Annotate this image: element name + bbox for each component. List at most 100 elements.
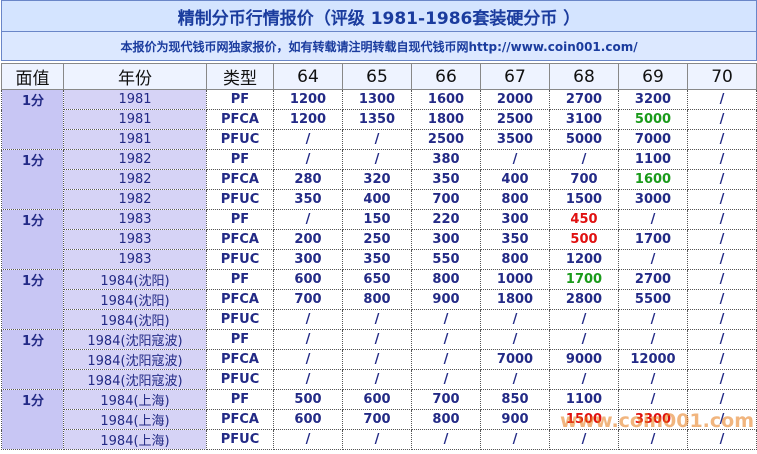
price: /: [618, 209, 688, 230]
type: PFCA: [206, 349, 274, 370]
price: 1600: [618, 169, 688, 190]
watermark: www.coin001.com: [560, 410, 755, 432]
price: 500: [273, 389, 343, 410]
row: 1984(上海) PFCA 600 700 800 900 1500 3300/: [2, 409, 757, 430]
price: 2800: [549, 289, 619, 310]
price: 1100: [549, 389, 619, 410]
price: 1700: [618, 229, 688, 250]
price: 2000: [480, 89, 550, 110]
price: 350: [342, 249, 412, 270]
price: /: [686, 289, 757, 310]
price: 250: [342, 229, 412, 250]
price: /: [549, 329, 619, 350]
row: 1981 PFCA 1200 1350 1800 2500 3100 5000/: [2, 109, 757, 130]
type: PFUC: [206, 369, 274, 390]
price: 700: [411, 389, 481, 410]
row: 1分 1984(沈阳寇波) PF / / / / / / /: [1, 329, 757, 390]
price: 3300: [618, 409, 688, 430]
year: 1983: [63, 209, 207, 230]
type: PFUC: [206, 309, 274, 330]
price: 300: [273, 249, 343, 270]
price: /: [273, 349, 343, 370]
price: /: [549, 369, 619, 390]
price: /: [411, 349, 481, 370]
year: 1982: [63, 169, 207, 190]
price: 5000: [618, 109, 688, 130]
price: 400: [342, 189, 412, 210]
price: 600: [273, 269, 343, 290]
price: 1600: [411, 89, 481, 110]
year: 1984(上海): [63, 389, 207, 410]
row: 1982 PFCA 280 320 350 400 700 1600/: [2, 169, 757, 190]
year: 1984(沈阳寇波): [63, 369, 207, 390]
price: /: [618, 389, 688, 410]
row: 1982 PFUC 350 400 700 800 1500 3000/: [2, 189, 757, 210]
price: 350: [480, 229, 550, 250]
year: 1983: [63, 249, 207, 270]
price: 800: [342, 289, 412, 310]
price: 650: [342, 269, 412, 290]
price: 2700: [549, 89, 619, 110]
row: 1984(沈阳) PFUC / / / / / / /: [2, 309, 757, 330]
price: /: [549, 429, 619, 450]
price: /: [686, 269, 757, 290]
price: /: [618, 429, 688, 450]
type: PFCA: [206, 109, 274, 130]
price: 5500: [618, 289, 688, 310]
row: 1981 PFUC //2500 3500 5000 7000/: [2, 129, 757, 150]
price: /: [686, 309, 757, 330]
price: 450: [549, 209, 619, 230]
price: /: [549, 309, 619, 330]
price: /: [273, 129, 343, 150]
price: /: [273, 209, 343, 230]
price: /: [686, 249, 757, 270]
price: /: [411, 329, 481, 350]
price: 700: [549, 169, 619, 190]
column-header: 类型: [206, 63, 274, 90]
price: 800: [411, 409, 481, 430]
row: 1983 PFCA 200 250 300 350 500 1700/: [2, 229, 757, 250]
price: 150: [342, 209, 412, 230]
price: /: [273, 369, 343, 390]
price: /: [549, 149, 619, 170]
price: 3100: [549, 109, 619, 130]
price: 1350: [342, 109, 412, 130]
price: 3500: [480, 129, 550, 150]
type: PF: [206, 89, 274, 110]
year: 1984(沈阳): [63, 309, 207, 330]
price: 400: [480, 169, 550, 190]
price: 280: [273, 169, 343, 190]
type: PFCA: [206, 409, 274, 430]
price: 1700: [549, 269, 619, 290]
price: 7000: [480, 349, 550, 370]
subtitle: 本报价为现代钱币网独家报价，如有转载请注明转载自现代钱币网http://www.…: [0, 31, 757, 61]
row: 1分 1984(沈阳) PF 600 650 800 1000 1700 2700/: [1, 269, 757, 330]
type: PF: [206, 209, 274, 230]
year: 1982: [63, 189, 207, 210]
price: /: [273, 429, 343, 450]
year: 1983: [63, 229, 207, 250]
price: 1000: [480, 269, 550, 290]
price: 900: [411, 289, 481, 310]
year: 1984(沈阳): [63, 269, 207, 290]
price: /: [480, 149, 550, 170]
price: 350: [273, 189, 343, 210]
price: 1100: [618, 149, 688, 170]
price: 800: [480, 249, 550, 270]
price: /: [273, 329, 343, 350]
price: /: [342, 369, 412, 390]
type: PFUC: [206, 189, 274, 210]
price: 850: [480, 389, 550, 410]
price: /: [411, 369, 481, 390]
price: /: [686, 429, 757, 450]
price: 300: [411, 229, 481, 250]
price: /: [342, 129, 412, 150]
type: PFCA: [206, 289, 274, 310]
price: /: [480, 429, 550, 450]
price: 700: [411, 189, 481, 210]
row: 1分 1983 PF/150 220 300 450//: [1, 209, 757, 270]
price: 320: [342, 169, 412, 190]
price: 7000: [618, 129, 688, 150]
year: 1981: [63, 109, 207, 130]
